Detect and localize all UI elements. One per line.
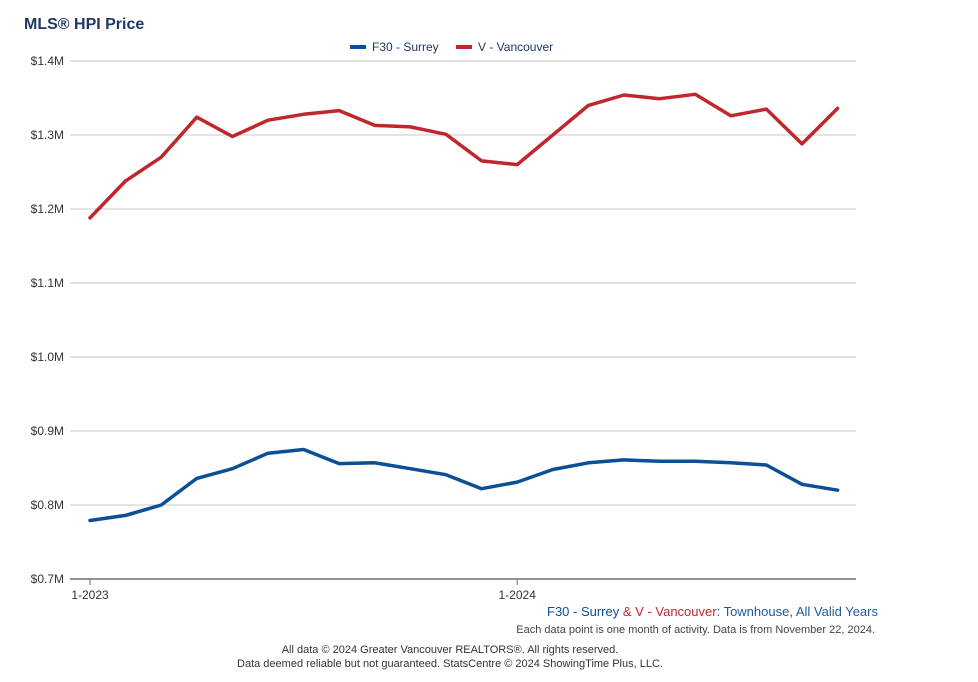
x-tick-label: 1-2023 — [71, 588, 109, 602]
y-axis-ticks: $0.7M $0.8M $0.9M $1.0M $1.1M $1.2M $1.3M $1.4M — [31, 54, 64, 586]
x-axis: 1-2023 1-2024 — [70, 578, 856, 602]
caption-series-vancouver: V - Vancouver — [635, 604, 717, 619]
legend-item-surrey[interactable]: F30 - Surrey — [350, 40, 439, 54]
caption-ampersand: & — [619, 604, 636, 619]
series-lines — [88, 92, 840, 523]
caption-property-type: : Townhouse, All Valid Years — [716, 604, 878, 619]
gridlines — [70, 60, 856, 506]
y-tick-label: $1.4M — [31, 54, 64, 68]
y-tick-label: $0.8M — [31, 498, 64, 512]
y-tick-label: $0.9M — [31, 424, 64, 438]
x-tick-label: 1-2024 — [499, 588, 537, 602]
y-tick-label: $1.0M — [31, 350, 64, 364]
legend[interactable]: F30 - Surrey V - Vancouver — [350, 40, 553, 54]
series-line-surrey — [88, 447, 840, 523]
series-line-vancouver — [88, 92, 840, 220]
legend-item-vancouver[interactable]: V - Vancouver — [456, 40, 553, 54]
data-note: Each data point is one month of activity… — [516, 624, 875, 636]
y-tick-label: $1.1M — [31, 276, 64, 290]
copyright-line: All data © 2024 Greater Vancouver REALTO… — [281, 644, 619, 656]
legend-label: F30 - Surrey — [372, 40, 439, 54]
disclaimer-line: Data deemed reliable but not guaranteed.… — [237, 658, 663, 670]
y-tick-label: $0.7M — [31, 572, 64, 586]
chart-title: MLS® HPI Price — [24, 16, 145, 33]
caption-series-surrey: F30 - Surrey — [547, 604, 620, 619]
y-tick-label: $1.3M — [31, 128, 64, 142]
y-tick-label: $1.2M — [31, 202, 64, 216]
legend-label: V - Vancouver — [478, 40, 553, 54]
chart-caption: F30 - Surrey & V - Vancouver: Townhouse,… — [547, 604, 878, 619]
